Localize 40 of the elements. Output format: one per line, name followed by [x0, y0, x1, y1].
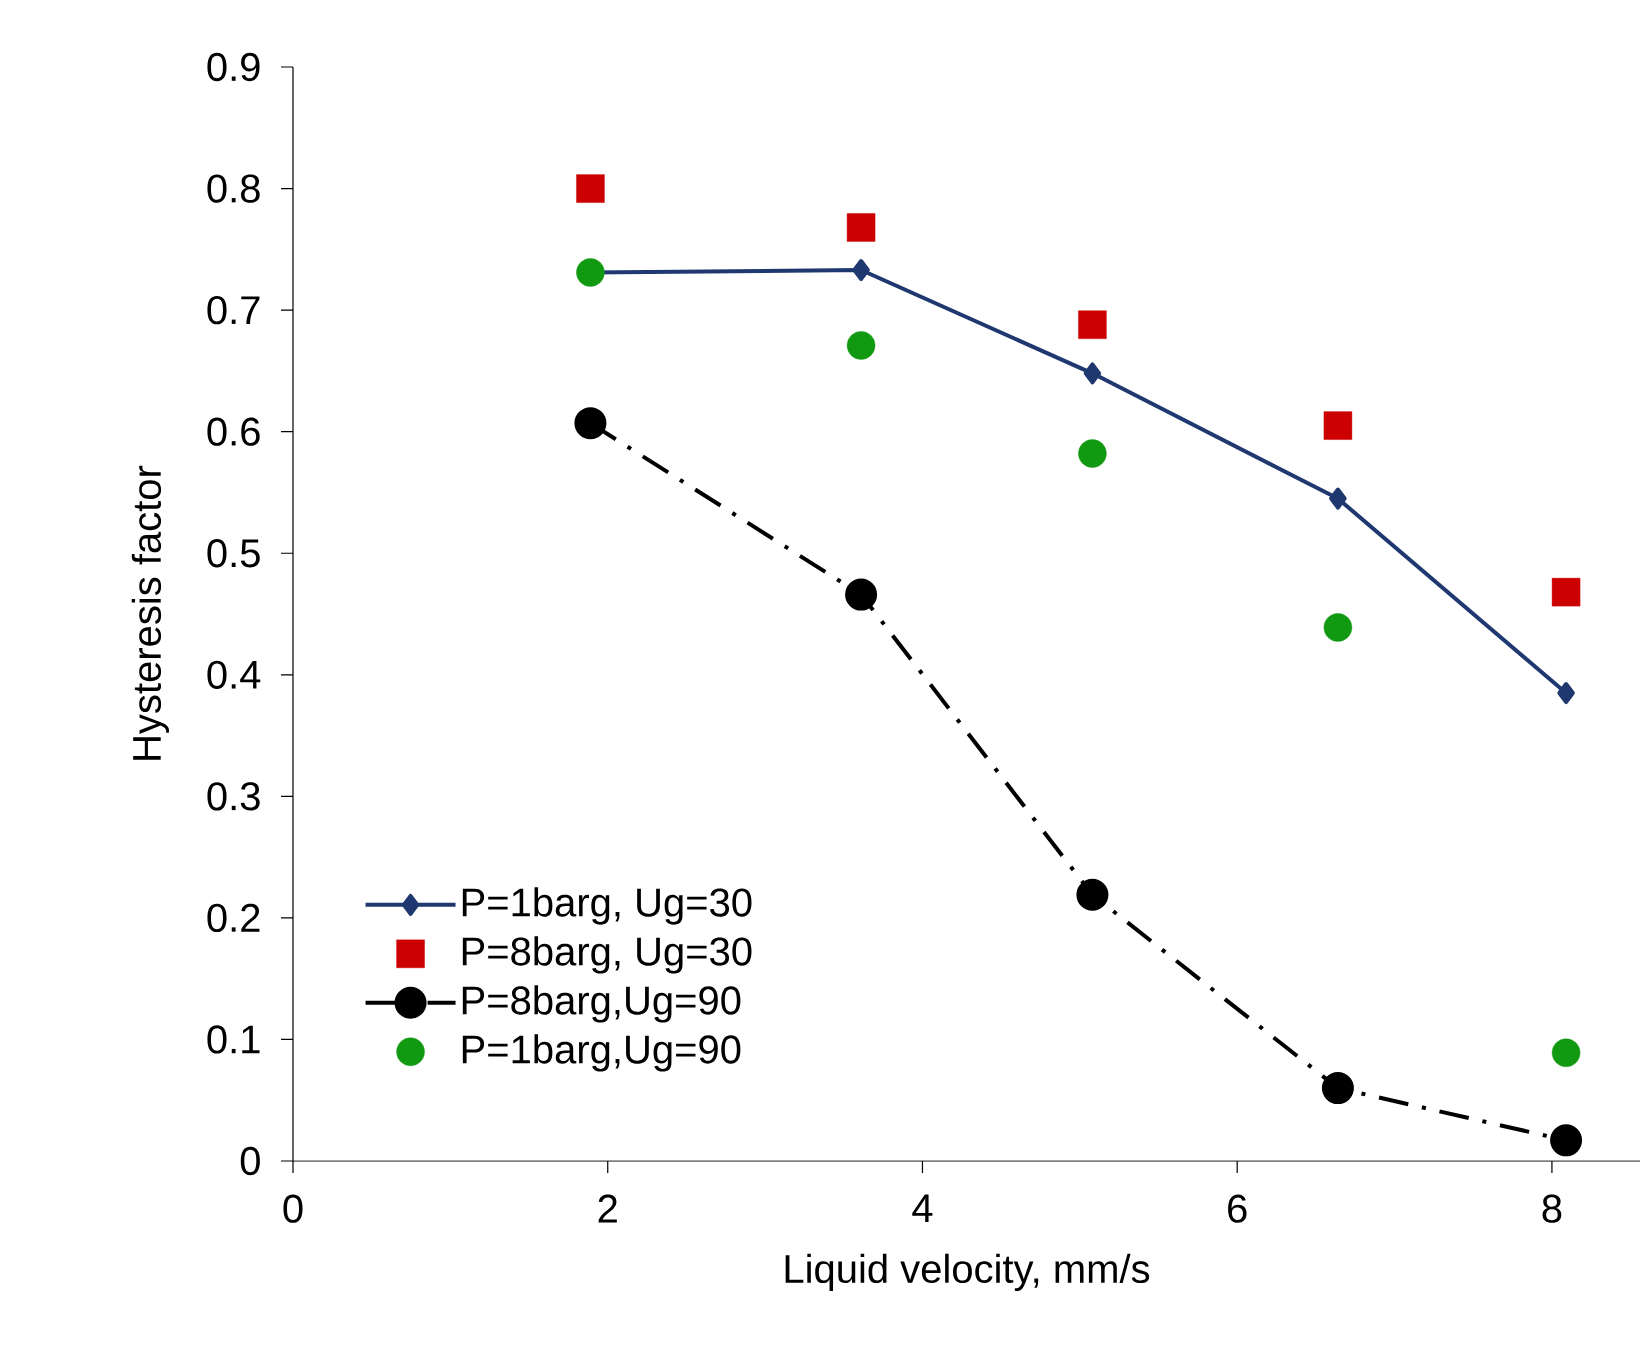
point [852, 259, 870, 282]
y-tick-label: 0.3 [207, 782, 260, 811]
point [1323, 613, 1353, 642]
y-tick-label: 0.6 [207, 417, 260, 446]
x-tick-label: 6 [1228, 1194, 1247, 1223]
y-tick-label: 0.1 [207, 1025, 260, 1054]
legend-label: P=1barg, Ug=30 [462, 887, 752, 925]
y-axis-title: Hysteresis factor [131, 465, 169, 760]
legend-label: P=8barg, Ug=30 [462, 936, 752, 974]
y-tick-label: 0.9 [207, 52, 260, 82]
y-tick-label: 0 [240, 1146, 260, 1176]
point [1321, 1072, 1354, 1105]
x-axis-title: Liquid velocity, mm/s [785, 1253, 1150, 1291]
y-tick-label: 0.4 [207, 660, 261, 689]
legend-label: P=8barg,Ug=90 [462, 985, 741, 1023]
point [1329, 487, 1347, 510]
legend-label: P=1barg,Ug=90 [462, 1034, 741, 1072]
point [1557, 682, 1575, 705]
point [845, 578, 878, 611]
point [574, 407, 607, 440]
y-tick-label: 0.5 [207, 539, 260, 568]
point [846, 213, 876, 242]
point [1551, 1038, 1581, 1068]
x-tick-label: 8 [1542, 1194, 1562, 1223]
point [1551, 577, 1581, 607]
point [1078, 439, 1107, 468]
y-tick-label: 0.7 [207, 295, 260, 325]
point [1550, 1124, 1583, 1157]
point [576, 174, 605, 203]
x-tick-label: 4 [912, 1194, 933, 1223]
point [576, 258, 605, 287]
y-tick-label: 0.2 [207, 903, 260, 933]
point [1076, 878, 1109, 911]
y-tick-label: 0.8 [207, 174, 260, 203]
point [1083, 362, 1102, 385]
point [1078, 310, 1107, 339]
point [1323, 411, 1353, 440]
x-tick-label: 0 [283, 1194, 303, 1223]
point [846, 331, 876, 360]
x-tick-label: 2 [598, 1194, 617, 1223]
